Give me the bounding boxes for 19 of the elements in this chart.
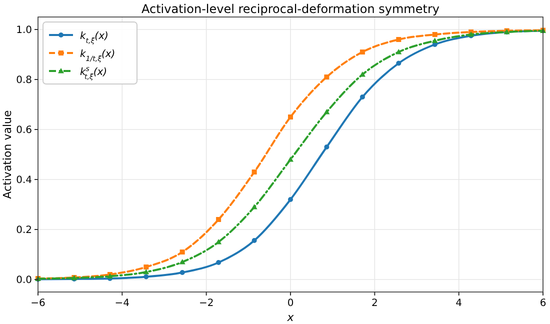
x-tick-label: 4 [456, 298, 462, 309]
y-tick-label: 0.4 [16, 175, 32, 186]
chart-title: Activation-level reciprocal-deformation symmetry [142, 2, 440, 16]
x-axis-title: x [286, 311, 294, 324]
y-tick-label: 0.0 [16, 275, 32, 286]
x-tick-label: −6 [30, 298, 46, 309]
x-tick-label: 0 [287, 298, 294, 309]
y-tick-label: 0.2 [16, 225, 32, 236]
x-tick-label: 2 [371, 298, 378, 309]
legend-label: k$_{1/t,ξ}$(x) [80, 49, 116, 63]
y-axis-title: Activation value [1, 110, 14, 199]
x-tick-label: −4 [114, 298, 130, 309]
y-tick-label: 0.8 [16, 75, 32, 86]
x-tick-label: 6 [540, 298, 546, 309]
x-tick-label: −2 [198, 298, 214, 309]
y-tick-label: 0.6 [16, 125, 32, 136]
legend-label: k$_{t,ξ}$(x) [80, 31, 108, 45]
legend-label: k$^{s}$$_{t,ξ}$(x) [80, 65, 108, 81]
y-tick-label: 1.0 [16, 25, 32, 36]
